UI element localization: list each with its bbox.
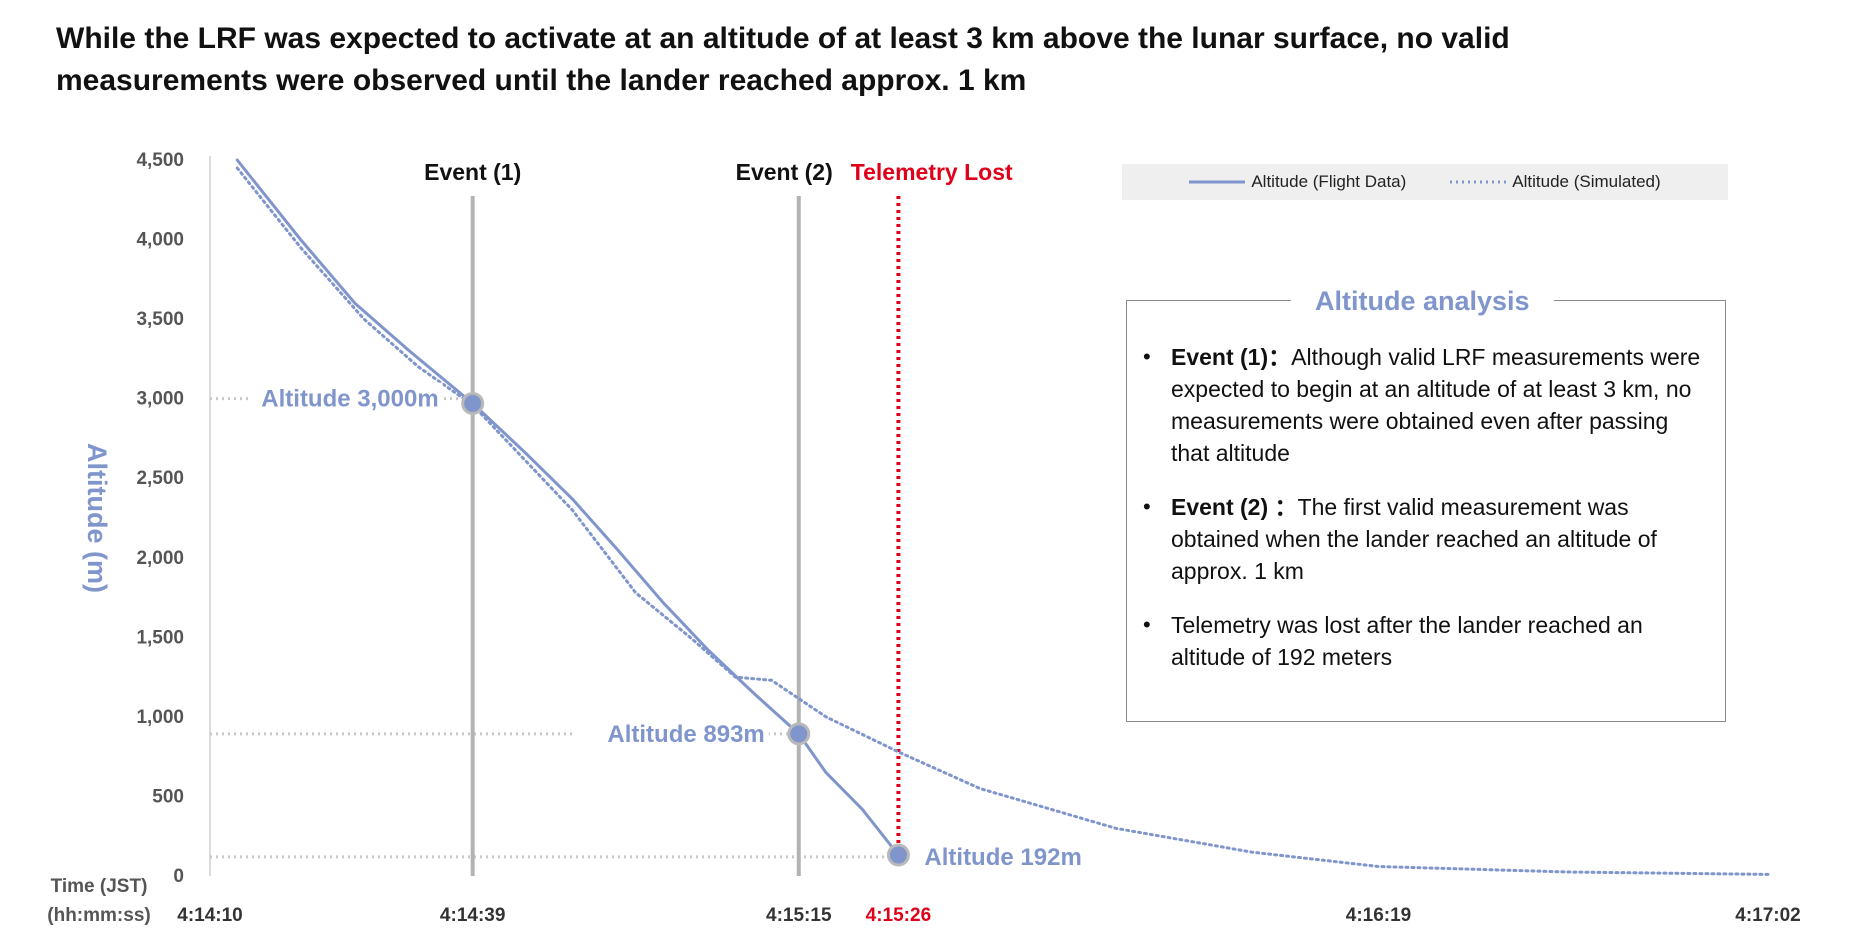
headline-line-1: While the LRF was expected to activate a… (56, 22, 1510, 55)
annotation-label-bg (574, 717, 769, 750)
annotation-label: Altitude 192m (924, 844, 1081, 871)
chart-legend: Altitude (Flight Data) Altitude (Simulat… (1122, 164, 1728, 200)
event-1-label: Event (1) (424, 159, 521, 185)
x-tick-label: 4:15:26 (866, 905, 932, 926)
analysis-item-event-1: Event (1)：Although valid LRF measurement… (1141, 341, 1711, 469)
data-point-marker (461, 391, 485, 415)
data-point-marker (787, 722, 811, 746)
y-tick-label: 500 (152, 786, 184, 807)
x-axis-title-line-2: (hh:mm:ss) (47, 905, 150, 926)
x-tick-label: 4:15:15 (766, 905, 832, 926)
y-tick-label: 0 (173, 866, 184, 887)
page-headline: While the LRF was expected to activate a… (56, 18, 1756, 102)
analysis-item-text: Although valid LRF measurements were exp… (1171, 344, 1701, 466)
data-point-marker (886, 843, 910, 867)
y-tick-label: 1,500 (136, 627, 184, 648)
annotation-label-bg (248, 382, 443, 415)
y-tick-label: 3,000 (136, 389, 184, 410)
analysis-item-label: Event (2) ： (1171, 494, 1298, 520)
headline-line-2: measurements were observed until the lan… (56, 64, 1027, 97)
legend-label-simulated: Altitude (Simulated) (1512, 172, 1661, 191)
y-tick-label: 4,500 (136, 150, 184, 171)
y-tick-label: 3,500 (136, 309, 184, 330)
simulated-altitude-line (235, 166, 1770, 876)
x-tick-label: 4:17:02 (1735, 905, 1801, 926)
analysis-item-telemetry: Telemetry was lost after the lander reac… (1141, 609, 1711, 673)
analysis-title: Altitude analysis (1291, 281, 1554, 321)
x-axis-title-line-1: Time (JST) (51, 876, 148, 897)
y-tick-label: 4,000 (136, 230, 184, 251)
analysis-item-text: Telemetry was lost after the lander reac… (1171, 612, 1643, 670)
legend-solid-line-swatch (1189, 180, 1246, 184)
analysis-item-text: The first valid measurement was obtained… (1171, 494, 1657, 584)
y-tick-label: 1,000 (136, 707, 184, 728)
analysis-item-event-2: Event (2) ：The first valid measurement w… (1141, 491, 1711, 587)
legend-label-flight: Altitude (Flight Data) (1251, 172, 1407, 191)
annotation-label: Altitude 3,000m (261, 386, 438, 413)
annotation-label-bg (920, 840, 1115, 873)
flight-altitude-line (235, 158, 900, 857)
analysis-list: Event (1)：Although valid LRF measurement… (1141, 341, 1711, 695)
y-tick-label: 2,500 (136, 468, 184, 489)
telemetry-lost-label: Telemetry Lost (851, 159, 1013, 185)
event-2-label: Event (2) (736, 159, 833, 185)
x-tick-label: 4:14:39 (440, 905, 506, 926)
x-tick-label: 4:14:10 (177, 905, 243, 926)
legend-entry-flight: Altitude (Flight Data) (1189, 172, 1406, 192)
legend-entry-simulated: Altitude (Simulated) (1450, 172, 1661, 192)
y-tick-label: 2,000 (136, 548, 184, 569)
legend-dotted-line-swatch (1450, 180, 1507, 184)
annotation-label: Altitude 893m (607, 721, 764, 748)
y-axis-title: Altitude (m) (82, 443, 112, 593)
x-tick-label: 4:16:19 (1346, 905, 1412, 926)
altitude-analysis-box: Altitude analysis Event (1)：Although val… (1126, 281, 1726, 722)
analysis-item-label: Event (1)： (1171, 344, 1292, 370)
